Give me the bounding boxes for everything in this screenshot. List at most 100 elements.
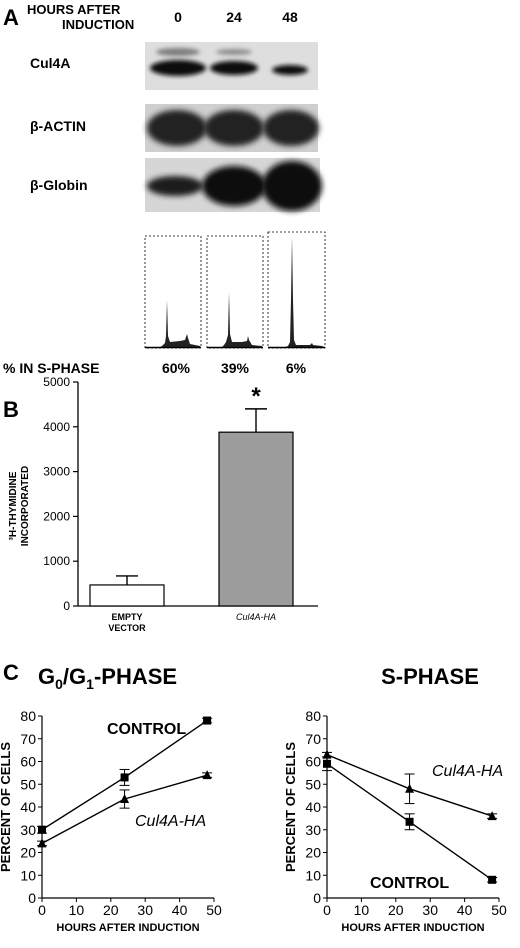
band-globin-48h bbox=[262, 161, 322, 211]
x-tick-label: 20 bbox=[388, 902, 404, 918]
panel-b-ylabel-line1: ³H-THYMIDINE bbox=[8, 471, 19, 540]
point-triangle bbox=[322, 749, 332, 759]
x-tick-label: 10 bbox=[354, 902, 370, 918]
y-tick-label: 2000 bbox=[43, 509, 70, 523]
y-axis-label: PERCENT OF CELLS bbox=[0, 742, 13, 872]
y-axis-label: PERCENT OF CELLS bbox=[283, 742, 298, 872]
y-tick-label: 4000 bbox=[43, 420, 70, 434]
y-tick-label: 0 bbox=[313, 890, 321, 906]
band-globin-24h bbox=[202, 166, 266, 206]
point-triangle bbox=[120, 794, 130, 804]
x-tick-label: 10 bbox=[69, 902, 85, 918]
timepoint-0h: 0 bbox=[174, 9, 182, 25]
y-tick-label: 70 bbox=[305, 731, 321, 747]
y-tick-label: 5000 bbox=[43, 375, 70, 389]
y-tick-label: 30 bbox=[20, 822, 36, 838]
bar bbox=[218, 431, 294, 607]
significance-asterisk: * bbox=[251, 383, 261, 410]
band-cul4a-0h bbox=[150, 60, 206, 76]
band-cul4a-upper-24h bbox=[216, 49, 252, 55]
y-tick-label: 10 bbox=[20, 867, 36, 883]
s-phase-line-chart: 0 10 20 30 40 50 60 70 80 0 10 20 30 40 50 HOURS AFTER … bbox=[283, 708, 507, 934]
s-phase-chart-title: S-PHASE bbox=[381, 664, 479, 689]
x-category-label: Cul4A-HA bbox=[236, 612, 276, 622]
timepoint-48h: 48 bbox=[282, 9, 298, 25]
y-tick-label: 20 bbox=[20, 845, 36, 861]
point-square bbox=[405, 817, 414, 826]
band-actin-48h bbox=[263, 110, 319, 146]
point-square bbox=[203, 716, 212, 725]
blot-label-beta-globin: β-Globin bbox=[30, 177, 88, 193]
series-label: CONTROL bbox=[107, 721, 186, 738]
band-cul4a-24h bbox=[210, 61, 258, 75]
panel-a: A HOURS AFTER INDUCTION 0 24 48 Cul4A β-… bbox=[3, 2, 326, 376]
point-square bbox=[38, 825, 46, 834]
y-tick-label: 50 bbox=[305, 776, 321, 792]
g0g1-line-chart: 0 10 20 30 40 50 60 70 80 0 10 20 30 40 50 HOURS AFTER … bbox=[0, 708, 222, 934]
y-tick-label: 60 bbox=[20, 754, 36, 770]
point-square bbox=[323, 759, 331, 768]
panel-b-label: B bbox=[3, 397, 19, 422]
histogram-48h bbox=[267, 231, 326, 349]
series-label: CONTROL bbox=[370, 875, 449, 892]
panel-b-ylabel-line2: INCORPORATED bbox=[20, 466, 31, 546]
hours-after-header-line1: HOURS AFTER bbox=[27, 2, 121, 17]
panel-a-label: A bbox=[3, 5, 19, 30]
point-square bbox=[488, 875, 497, 884]
y-tick-label: 30 bbox=[305, 822, 321, 838]
x-tick-label: 40 bbox=[457, 902, 473, 918]
x-tick-label: 0 bbox=[38, 902, 46, 918]
histogram-0h bbox=[144, 235, 202, 349]
y-tick-label: 70 bbox=[20, 731, 36, 747]
timepoint-24h: 24 bbox=[226, 9, 242, 25]
x-tick-label: 20 bbox=[103, 902, 119, 918]
x-axis-label: HOURS AFTER INDUCTION bbox=[341, 922, 484, 934]
y-tick-label: 80 bbox=[305, 708, 321, 724]
y-tick-label: 50 bbox=[20, 776, 36, 792]
x-tick-label: 50 bbox=[206, 902, 222, 918]
s-phase-value-48h: 6% bbox=[286, 360, 307, 376]
y-tick-label: 1000 bbox=[43, 554, 70, 568]
bar bbox=[89, 584, 165, 607]
y-tick-label: 40 bbox=[305, 799, 321, 815]
x-tick-label: 0 bbox=[323, 902, 331, 918]
s-phase-value-24h: 39% bbox=[221, 360, 250, 376]
point-triangle bbox=[202, 770, 212, 780]
band-actin-24h bbox=[204, 110, 264, 146]
y-tick-label: 3000 bbox=[43, 465, 70, 479]
point-triangle bbox=[405, 783, 415, 793]
hours-after-header-line2: INDUCTION bbox=[62, 17, 134, 32]
x-axis-label: HOURS AFTER INDUCTION bbox=[56, 922, 199, 934]
x-tick-label: 30 bbox=[422, 902, 438, 918]
point-triangle bbox=[37, 838, 47, 848]
panel-c-label: C bbox=[3, 660, 19, 685]
y-tick-label: 20 bbox=[305, 845, 321, 861]
y-tick-label: 0 bbox=[63, 599, 70, 613]
g0g1-chart-title: G0/G1-PHASE bbox=[38, 664, 177, 692]
s-phase-value-0h: 60% bbox=[162, 360, 191, 376]
blot-label-beta-actin: β-ACTIN bbox=[30, 118, 86, 134]
x-category-label: EMPTY bbox=[111, 612, 142, 622]
panel-c: C G0/G1-PHASE S-PHASE 010203040506070800… bbox=[0, 660, 507, 934]
point-triangle bbox=[487, 811, 497, 821]
y-tick-label: 0 bbox=[28, 890, 36, 906]
band-cul4a-upper-0h bbox=[156, 48, 200, 56]
x-tick-label: 50 bbox=[491, 902, 507, 918]
band-actin-0h bbox=[147, 110, 207, 146]
x-tick-label: 40 bbox=[172, 902, 188, 918]
panel-b: B ³H-THYMIDINE INCORPORATED 0 1000 2000 300… bbox=[3, 375, 318, 633]
band-cul4a-48h bbox=[272, 65, 308, 75]
y-tick-label: 10 bbox=[305, 867, 321, 883]
x-category-label: VECTOR bbox=[108, 623, 146, 633]
histogram-24h bbox=[206, 235, 264, 349]
y-tick-label: 40 bbox=[20, 799, 36, 815]
series-label: Cul4A-HA bbox=[432, 763, 503, 780]
series-label: Cul4A-HA bbox=[135, 813, 206, 830]
y-tick-label: 60 bbox=[305, 754, 321, 770]
point-square bbox=[120, 773, 129, 782]
x-tick-label: 30 bbox=[137, 902, 153, 918]
blot-label-cul4a: Cul4A bbox=[30, 55, 70, 71]
s-phase-row-label: % IN S-PHASE bbox=[3, 360, 99, 376]
